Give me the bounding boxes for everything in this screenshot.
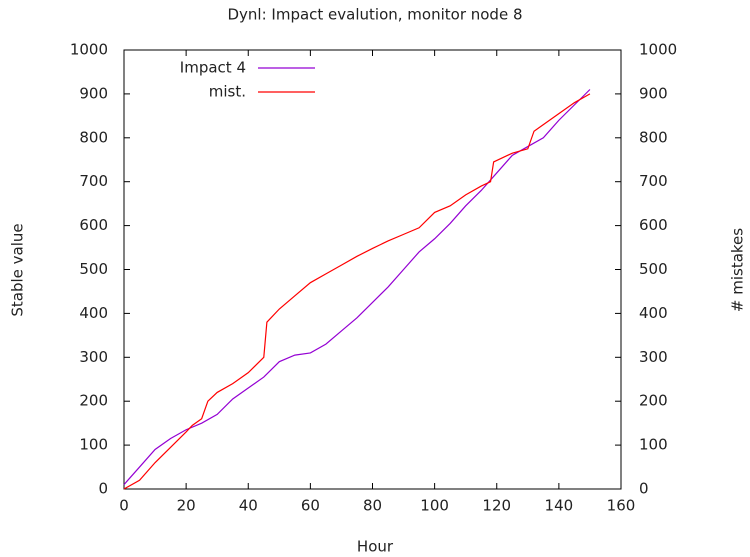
legend-label: mist.: [209, 83, 246, 101]
x-axis-label: Hour: [357, 538, 394, 556]
x-tick-label: 120: [482, 497, 511, 515]
y-tick-label: 100: [79, 436, 108, 454]
y2-tick-label: 700: [639, 172, 668, 190]
y2-tick-label: 300: [639, 348, 668, 366]
data-line: [123, 93, 591, 490]
y2-tick-label: 1000: [639, 41, 677, 59]
y2-tick-label: 600: [639, 216, 668, 234]
y-tick-label: 600: [79, 216, 108, 234]
y-axis-label: Stable value: [9, 223, 27, 316]
y-tick-label: 200: [79, 392, 108, 410]
plot-border: [123, 49, 622, 490]
y2-tick-label: 200: [639, 392, 668, 410]
legend-label: Impact 4: [180, 59, 246, 77]
y-tick-label: 300: [79, 348, 108, 366]
y-tick-label: 800: [79, 128, 108, 146]
y2-tick-label: 100: [639, 436, 668, 454]
y-tick-label: 700: [79, 172, 108, 190]
x-tick-label: 80: [363, 497, 382, 515]
y2-tick-label: 500: [639, 260, 668, 278]
x-tick-label: 40: [239, 497, 258, 515]
chart-title: Dynl: Impact evalution, monitor node 8: [227, 6, 522, 24]
x-tick-label: 100: [420, 497, 449, 515]
x-tick-label: 20: [177, 497, 196, 515]
y2-axis-label: # mistakes: [729, 228, 747, 312]
y-tick-label: 400: [79, 304, 108, 322]
y-tick-label: 500: [79, 260, 108, 278]
y-tick-label: 0: [98, 480, 108, 498]
y2-tick-label: 900: [639, 84, 668, 102]
y2-tick-label: 400: [639, 304, 668, 322]
y-tick-label: 900: [79, 84, 108, 102]
data-line: [123, 89, 591, 486]
y2-tick-label: 800: [639, 128, 668, 146]
x-tick-label: 160: [607, 497, 636, 515]
x-tick-label: 0: [119, 497, 129, 515]
x-tick-label: 140: [545, 497, 574, 515]
y-tick-label: 1000: [70, 41, 108, 59]
x-tick-label: 60: [301, 497, 320, 515]
y2-tick-label: 0: [639, 480, 649, 498]
